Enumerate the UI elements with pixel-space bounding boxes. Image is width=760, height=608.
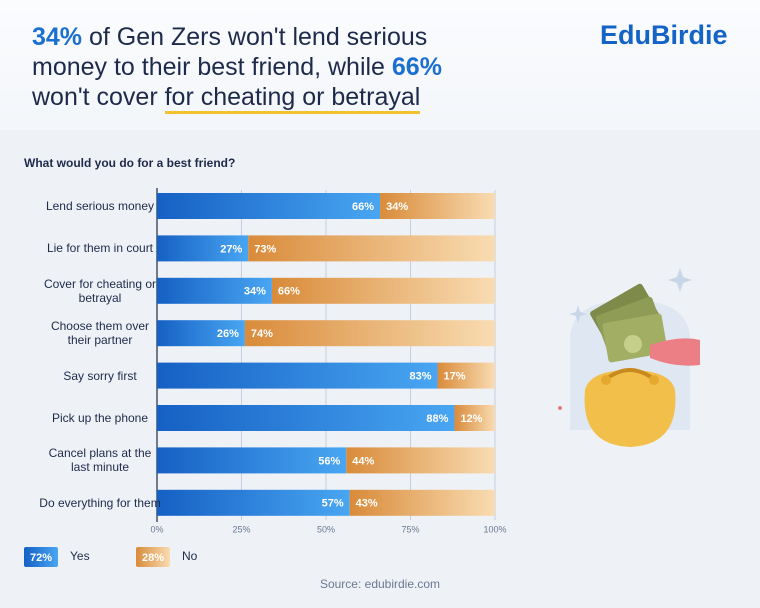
category-label: Choose them over their partner xyxy=(50,319,150,348)
value-label: 26% xyxy=(217,328,239,340)
legend-label: Yes xyxy=(70,549,90,563)
x-tick-label: 0% xyxy=(150,524,163,534)
header xyxy=(0,0,760,130)
bar-segment xyxy=(437,362,495,389)
value-label: 43% xyxy=(356,498,378,510)
source: Source: edubirdie.com xyxy=(320,577,440,591)
bar-segment xyxy=(157,489,350,516)
bar-segment xyxy=(157,362,438,389)
x-tick-label: 25% xyxy=(232,524,250,534)
value-label: 66% xyxy=(352,201,374,213)
x-tick-label: 50% xyxy=(317,524,335,534)
bar-segment xyxy=(349,489,495,516)
legend-swatch xyxy=(136,547,170,567)
bar-segment xyxy=(157,447,347,474)
bar-segment xyxy=(244,320,495,347)
bar-segment xyxy=(157,193,381,219)
bar-segment xyxy=(346,447,495,474)
value-label: 34% xyxy=(386,201,408,213)
chart-title: What would you do for a best friend? xyxy=(24,156,235,170)
bar-segment xyxy=(157,277,272,304)
bar-segment xyxy=(380,193,495,219)
value-label: 34% xyxy=(244,286,266,298)
bar-segment xyxy=(454,405,495,431)
legend-label: No xyxy=(182,549,198,563)
x-tick-label: 100% xyxy=(483,524,506,534)
legend-total: 28% xyxy=(142,552,164,564)
illustration xyxy=(558,268,700,447)
category-label: Lend serious money xyxy=(45,199,155,213)
value-label: 83% xyxy=(410,371,432,383)
value-label: 27% xyxy=(220,243,242,255)
headline-part: 66% xyxy=(391,53,442,81)
brand: EduBirdie xyxy=(600,20,728,50)
category-label: Cover for cheating or betrayal xyxy=(43,276,157,305)
legend-swatch xyxy=(24,547,58,567)
category-label: Do everything for them xyxy=(39,495,161,510)
legend-total: 72% xyxy=(30,552,52,564)
value-label: 17% xyxy=(444,371,466,383)
x-tick-label: 75% xyxy=(401,524,419,534)
bar-segment xyxy=(271,277,495,304)
headline-part: for cheating or betrayal xyxy=(164,83,421,114)
value-label: 56% xyxy=(318,455,340,467)
value-label: 57% xyxy=(322,498,344,510)
headline-part: of Gen Zers won't lend serious money to … xyxy=(32,23,428,81)
value-label: 88% xyxy=(426,413,448,425)
bar-segment xyxy=(157,405,455,431)
headline-part: 34% xyxy=(32,23,83,51)
value-label: 44% xyxy=(352,455,374,467)
bar-segment xyxy=(157,320,245,347)
value-label: 66% xyxy=(278,286,300,298)
value-label: 73% xyxy=(254,243,276,255)
bar-segment xyxy=(157,235,249,262)
category-label: Say sorry first xyxy=(63,368,137,383)
value-label: 12% xyxy=(460,413,482,425)
value-label: 74% xyxy=(251,328,273,340)
headline-part: won't cover xyxy=(32,83,165,111)
bar-segment xyxy=(248,235,495,262)
category-label: Lie for them in court xyxy=(46,241,154,256)
category-label: Pick up the phone xyxy=(51,411,149,425)
category-label: Cancel plans at the last minute xyxy=(48,446,152,475)
headline: 34% of Gen Zers won't lend serious money… xyxy=(32,22,502,114)
